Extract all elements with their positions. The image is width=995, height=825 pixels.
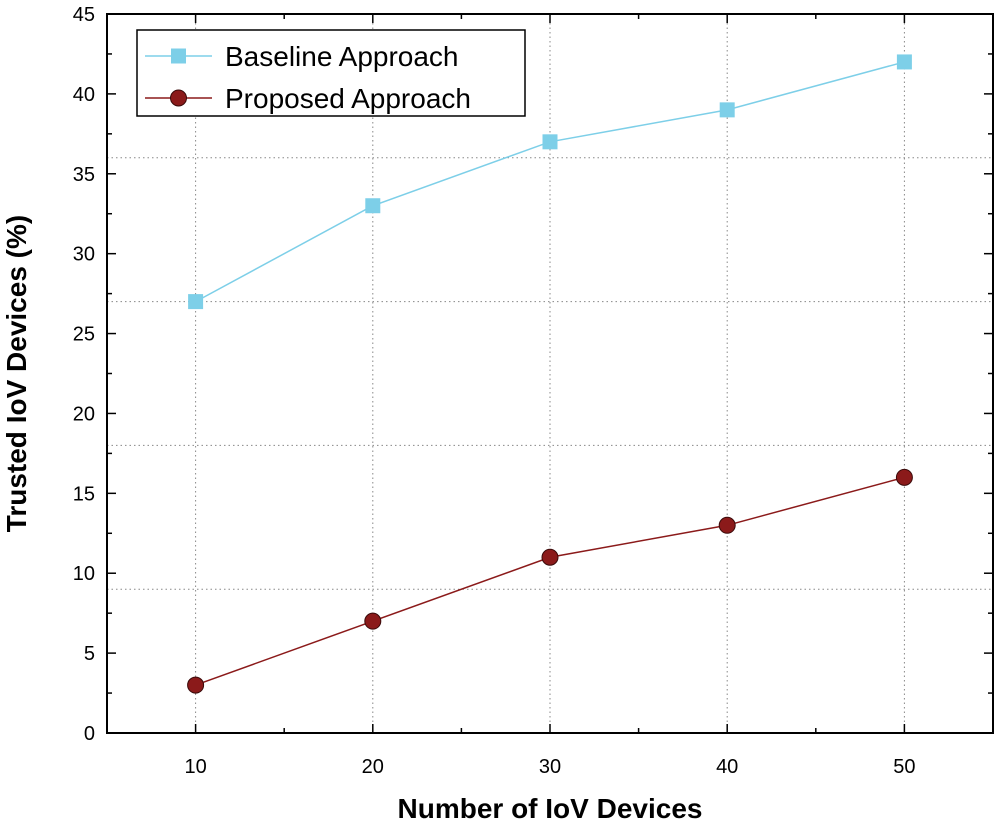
legend-item: Proposed Approach (145, 83, 471, 114)
data-point (718, 516, 736, 534)
y-tick-label: 15 (73, 483, 95, 505)
series-layer (187, 54, 913, 694)
x-tick-label: 30 (539, 756, 561, 778)
series-0 (188, 54, 912, 310)
y-axis-title: Trusted IoV Devices (%) (1, 215, 32, 532)
x-tick-label: 50 (893, 756, 915, 778)
y-tick-label: 30 (73, 244, 95, 266)
data-point (719, 102, 735, 118)
axis-ticks: 10 20 30 40 50 0 5 10 15 20 25 30 35 40 45 (73, 4, 994, 778)
y-tick-label: 35 (73, 164, 95, 186)
y-tick-label: 10 (73, 563, 95, 585)
legend: Baseline Approach Proposed Approach (136, 29, 526, 117)
data-point (364, 612, 382, 630)
data-point (188, 294, 204, 310)
legend-box (136, 29, 526, 117)
data-point (187, 676, 205, 694)
series-1 (187, 468, 913, 694)
data-point (541, 548, 559, 566)
legend-marker (171, 48, 186, 64)
legend-marker (170, 89, 187, 107)
data-point (895, 468, 913, 486)
data-point (365, 198, 381, 214)
y-tick-label: 25 (73, 324, 95, 346)
legend-label: Proposed Approach (225, 83, 471, 114)
grid (107, 14, 993, 733)
legend-label: Baseline Approach (225, 41, 459, 72)
y-tick-label: 0 (84, 723, 95, 745)
x-tick-label: 20 (362, 756, 384, 778)
y-tick-label: 20 (73, 403, 95, 425)
x-tick-label: 40 (716, 756, 738, 778)
y-tick-label: 5 (84, 643, 95, 665)
legend-item: Baseline Approach (145, 41, 459, 72)
data-point (542, 134, 558, 150)
y-tick-label: 45 (73, 4, 95, 26)
data-point (896, 54, 912, 70)
y-tick-label: 40 (73, 84, 95, 106)
x-axis-title: Number of IoV Devices (398, 793, 703, 824)
plot-frame (106, 13, 994, 734)
x-tick-label: 10 (184, 756, 206, 778)
